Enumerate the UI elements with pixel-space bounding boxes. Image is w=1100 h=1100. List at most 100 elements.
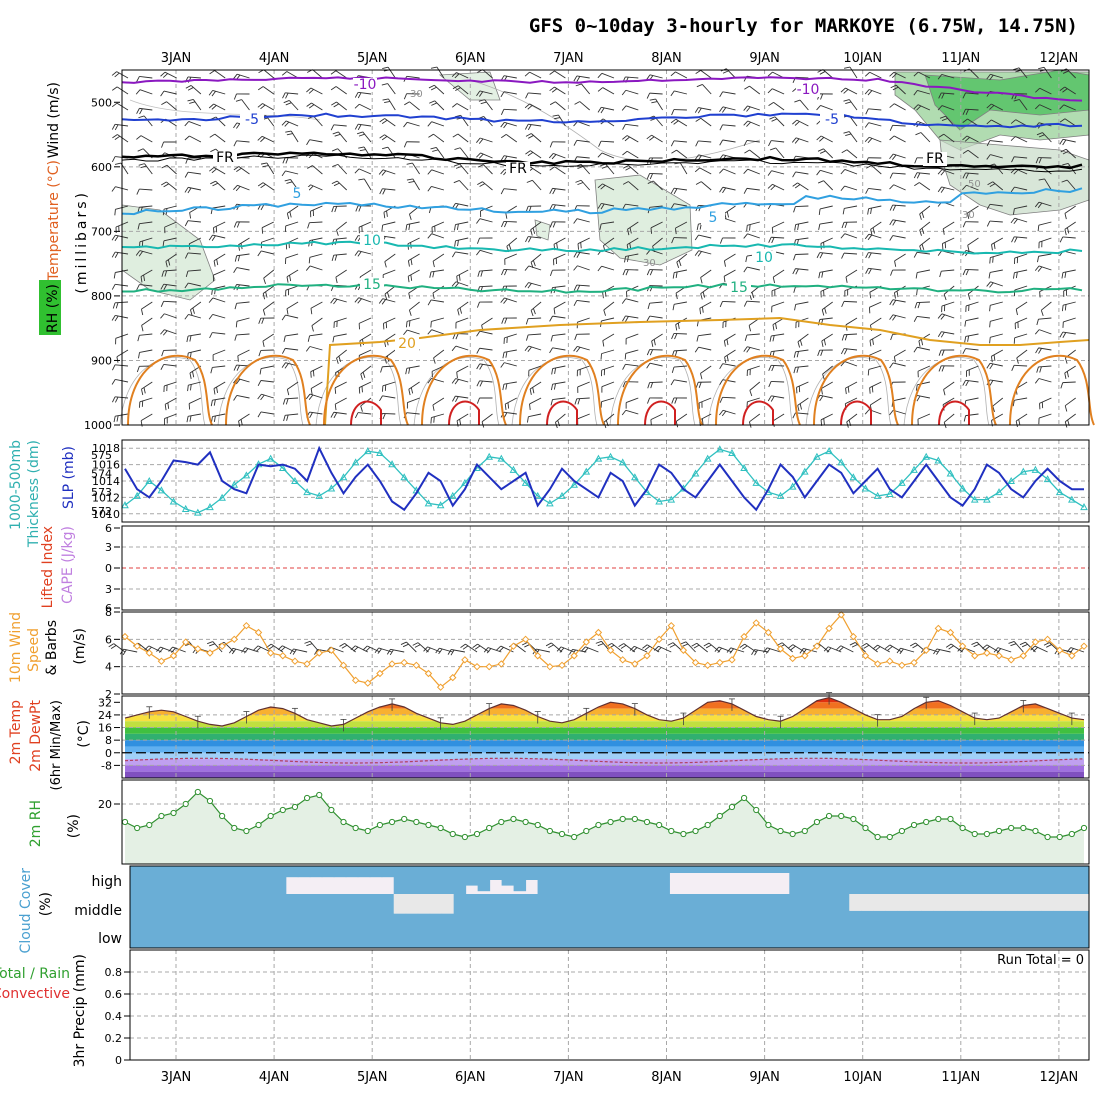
rh2m-axis-label: 2m RH [28, 800, 44, 847]
wind10-point [1068, 652, 1076, 660]
wind-barb [941, 74, 955, 79]
cloud-low-bar [165, 922, 179, 948]
cloud-low-bar [213, 922, 227, 948]
cloud-mid-bar [549, 894, 563, 922]
rh-point [303, 794, 311, 802]
wind-barb [433, 133, 445, 143]
wind-barb [990, 301, 1003, 306]
cloud-mid-bar [969, 910, 982, 922]
wind-barb-flag [892, 205, 897, 211]
wind10-point [181, 638, 190, 646]
wind-barb [434, 84, 445, 95]
wind-barb-flag [283, 335, 286, 342]
wind-barb-flag [986, 74, 991, 80]
rh-point [959, 824, 966, 832]
wind-barb-flag [111, 156, 116, 163]
rh-point [874, 833, 881, 841]
slp-tick: 1018 [92, 442, 120, 455]
wind-barb-flag [1015, 309, 1018, 316]
wind-barb-flag [529, 403, 531, 410]
wind-barb-flag [770, 185, 776, 191]
wind-barb-flag [819, 395, 824, 402]
wind-barb [358, 123, 372, 127]
cloud-low-bar [849, 922, 862, 948]
wind-barb [367, 645, 381, 653]
wind-barb-flag [479, 91, 484, 97]
cloud-high-bar [945, 866, 958, 894]
rh-point [134, 824, 141, 832]
wind-barb [843, 252, 858, 255]
wind-barb [869, 333, 882, 341]
wind-barb-flag [746, 106, 751, 112]
wind-barb-flag [597, 183, 603, 189]
wind-barb-flag [989, 282, 994, 288]
wind-barb [455, 281, 469, 287]
wind-barb-flag [921, 228, 925, 235]
bottom-date-label: 8JAN [651, 1070, 682, 1085]
wind-barb-flag [354, 123, 359, 130]
wind-barb-flag [771, 237, 775, 244]
wind-barb-flag [602, 292, 604, 299]
thickness-point [218, 493, 226, 501]
wind-barb [336, 349, 347, 359]
wind-barb [213, 167, 226, 175]
wind-barb-flag [965, 109, 969, 116]
cloud-high-bar [813, 866, 826, 894]
wind-barb-flag [162, 73, 168, 78]
thickness-point [752, 478, 761, 486]
wind-barb [309, 393, 323, 399]
wind-barb-flag [160, 90, 165, 97]
wind-barb-flag [696, 335, 699, 342]
wind-barb [335, 269, 347, 278]
wind-barb-flag [208, 90, 214, 96]
cloud-mid-bar [621, 894, 634, 922]
wind-barb [455, 202, 469, 207]
label-5: 5 [709, 210, 718, 226]
bottom-date-label: 6JAN [455, 1070, 486, 1085]
cloud-high-bar [465, 866, 479, 886]
wind-barb-flag [948, 645, 954, 650]
wind-barb [844, 233, 858, 239]
wind10-point [1080, 642, 1088, 650]
wind10-point [764, 628, 773, 637]
wind-barb [1039, 104, 1052, 111]
wind-barb-flag [651, 340, 654, 347]
wind-barb-flag [208, 297, 214, 303]
wind-barb-flag [1011, 365, 1015, 371]
wind-barb-flag [381, 136, 388, 141]
wind-barb [334, 381, 347, 389]
wind-barb-flag [1040, 310, 1044, 317]
cloud-mid-bar [1065, 910, 1078, 922]
cloud-high-bar [130, 866, 143, 894]
cloud-mid-bar [153, 894, 167, 922]
cloud-high-bar [753, 866, 766, 873]
wind-barb-flag [719, 168, 724, 174]
wind-barb [796, 381, 809, 388]
wind-barb-flag [726, 211, 730, 218]
wind-barb [819, 269, 833, 273]
wind-barb-flag [408, 293, 411, 300]
wind-barb-flag [549, 347, 553, 354]
wind-barb [771, 364, 785, 367]
wind-barb-flag [476, 137, 481, 143]
cloud-mid-bar [813, 894, 826, 922]
chart-title: GFS 0~10day 3-hourly for MARKOYE (6.75W,… [529, 15, 1078, 37]
wind-barb [236, 73, 250, 79]
label-10: 10 [755, 250, 773, 266]
wind-barb [781, 642, 793, 653]
wind-barb-flag [844, 222, 848, 229]
rh-legend-swatch [39, 280, 61, 335]
wind-barb-flag [1034, 329, 1040, 335]
wind-barb [746, 333, 760, 336]
wind-barb-flag [993, 242, 996, 249]
wind-barb [382, 169, 396, 175]
wind-barb [950, 643, 963, 653]
wind-barb-flag [306, 139, 310, 146]
bottom-date-label: 12JAN [1040, 1070, 1079, 1085]
wind-barb [658, 645, 672, 653]
wind-barb [334, 297, 347, 303]
thickness-point [983, 495, 991, 503]
wind-barb-flag [717, 647, 723, 653]
wind-barb [310, 184, 323, 191]
wind-barb-flag [771, 118, 778, 122]
